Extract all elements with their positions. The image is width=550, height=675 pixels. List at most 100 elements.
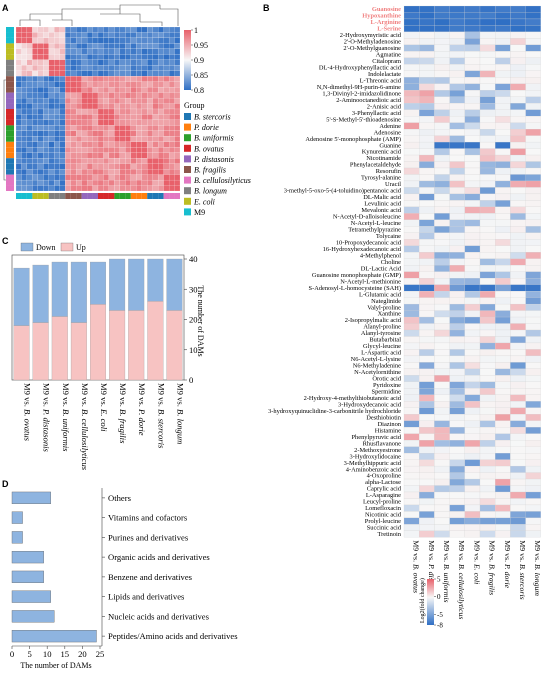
row-label: Valyl-proline	[367, 304, 401, 311]
heatmap-cell	[479, 433, 496, 441]
heatmap-cell	[495, 77, 511, 84]
group-strip-cell	[6, 158, 14, 164]
heatmap-cell	[32, 152, 38, 159]
heatmap-cell	[76, 37, 82, 44]
heatmap-cell	[119, 48, 126, 55]
heatmap-cell	[119, 87, 126, 93]
row-label: L-Asparagine	[366, 492, 401, 499]
heatmap-cell	[525, 414, 541, 421]
heatmap-cell	[130, 179, 137, 186]
heatmap-cell	[81, 141, 88, 148]
heatmap-cell	[86, 125, 93, 131]
heatmap-cell	[510, 388, 526, 395]
heatmap-cell	[59, 179, 66, 186]
heatmap-cell	[125, 136, 131, 142]
heatmap-cell	[525, 90, 541, 97]
column-label: M9 vs. P. dorie	[503, 540, 512, 588]
x-tick-label: M9 vs. E. coli	[99, 383, 109, 432]
heatmap-cell	[92, 54, 99, 60]
heatmap-cell	[510, 129, 526, 136]
heatmap-cell	[130, 48, 137, 55]
heatmap-cell	[48, 114, 55, 121]
heatmap-cell	[65, 103, 71, 110]
heatmap-cell	[136, 169, 142, 175]
heatmap-cell	[495, 349, 511, 357]
heatmap-cell	[158, 147, 164, 153]
heatmap-cell	[130, 152, 137, 159]
heatmap-cell	[119, 103, 126, 110]
heatmap-cell	[449, 375, 465, 382]
heatmap-cell	[495, 51, 511, 58]
heatmap-cell	[81, 108, 88, 115]
column-label-species: P. dorie	[503, 563, 512, 589]
heatmap-cell	[403, 187, 420, 195]
heatmap-cell	[495, 284, 511, 292]
heatmap-cell	[419, 271, 435, 279]
heatmap-cell	[32, 54, 38, 60]
heatmap-cell	[479, 316, 496, 324]
heatmap-cell	[86, 119, 93, 126]
heatmap-cell	[147, 179, 153, 186]
heatmap-cell	[403, 465, 420, 473]
heatmap-cell	[32, 70, 38, 77]
heatmap-cell	[434, 427, 450, 434]
heatmap-cell	[108, 179, 115, 186]
group-strip-cell	[125, 193, 131, 199]
heatmap-cell	[136, 92, 142, 99]
heatmap-cell	[147, 114, 153, 121]
heatmap-cell	[464, 174, 481, 182]
heatmap-cell	[136, 130, 142, 137]
heatmap-cell	[495, 323, 511, 331]
heatmap-cell	[449, 200, 465, 207]
heatmap-cell	[174, 97, 181, 104]
heatmap-cell	[130, 87, 137, 93]
heatmap-cell	[464, 64, 481, 71]
heatmap-cell	[103, 147, 110, 153]
heatmap-cell	[434, 12, 450, 20]
heatmap-cell	[419, 465, 435, 473]
row-label: 4-Oxoproline	[367, 473, 402, 480]
heatmap-cell	[59, 76, 66, 82]
heatmap-cell	[464, 427, 481, 434]
heatmap-cell	[525, 103, 541, 110]
heatmap-cell	[43, 119, 49, 126]
heatmap-cell	[174, 174, 181, 181]
heatmap-cell	[419, 284, 435, 292]
heatmap-cell	[43, 37, 49, 44]
heatmap-cell	[419, 336, 435, 344]
heatmap-cell	[419, 517, 435, 525]
heatmap-cell	[174, 103, 181, 110]
heatmap-cell	[174, 136, 181, 142]
heatmap-cell	[525, 135, 541, 143]
heatmap-cell	[97, 114, 104, 121]
heatmap-cell	[141, 125, 148, 131]
bar-up	[13, 325, 30, 381]
heatmap-cell	[76, 114, 82, 121]
heatmap-cell	[403, 368, 420, 376]
heatmap-cell	[434, 70, 450, 78]
heatmap-cell	[119, 169, 126, 175]
heatmap-cell	[403, 504, 420, 512]
row-label: 2'-O-Methylguanosine	[343, 45, 401, 52]
heatmap-cell	[65, 70, 71, 77]
heatmap-cell	[32, 119, 38, 126]
heatmap-cell	[26, 97, 33, 104]
heatmap-cell	[464, 200, 481, 207]
heatmap-cell	[525, 226, 541, 233]
column-label-species: B. fragilis	[488, 564, 497, 595]
heatmap-cell	[510, 420, 526, 428]
heatmap-cell	[403, 297, 420, 305]
heatmap-cell	[479, 453, 496, 460]
heatmap-cell	[174, 32, 181, 39]
heatmap-cell	[43, 158, 49, 164]
heatmap-cell	[510, 491, 526, 499]
group-strip-cell	[54, 193, 60, 199]
heatmap-cell	[130, 174, 137, 181]
heatmap-cell	[48, 87, 55, 93]
heatmap-cell	[81, 26, 88, 33]
heatmap-cell	[495, 329, 511, 337]
heatmap-cell	[147, 48, 153, 55]
heatmap-cell	[174, 76, 181, 82]
heatmap-cell	[130, 65, 137, 71]
panel-a-group-strip-left	[6, 27, 14, 191]
